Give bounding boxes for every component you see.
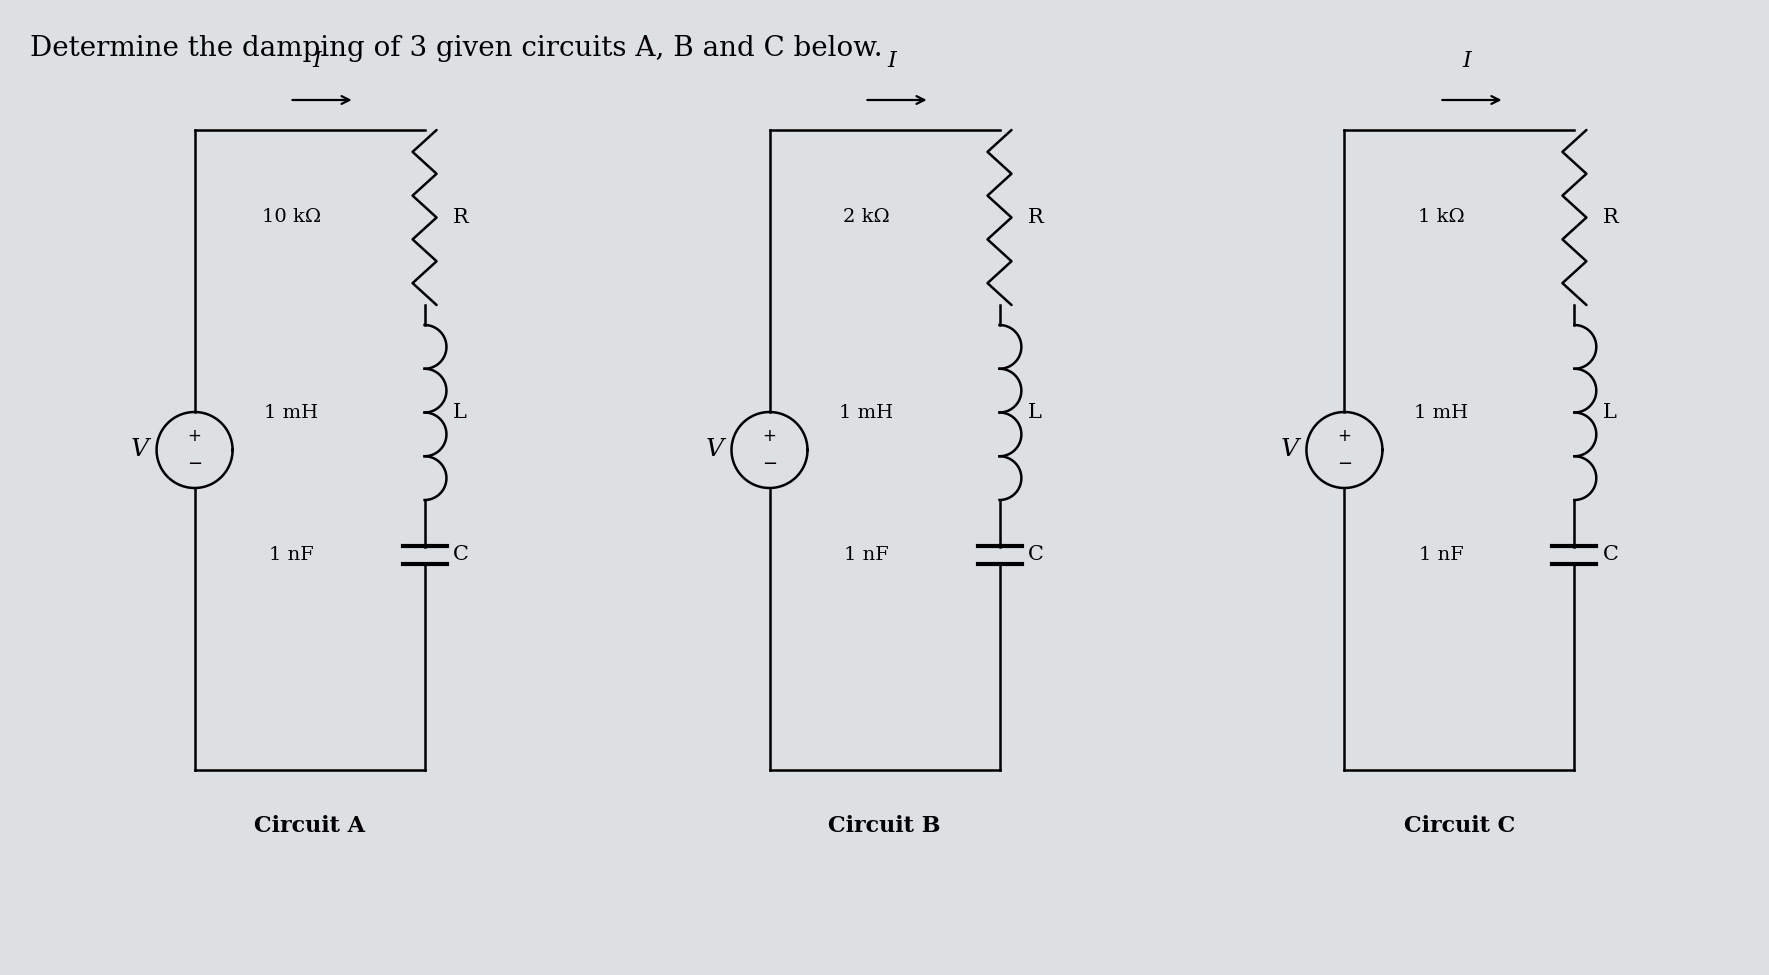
Text: V: V xyxy=(706,439,724,461)
Text: R: R xyxy=(1028,208,1044,227)
Text: +: + xyxy=(188,426,202,445)
Text: L: L xyxy=(1028,403,1042,422)
Text: 1 mH: 1 mH xyxy=(1413,404,1468,421)
Text: L: L xyxy=(453,403,467,422)
Text: +: + xyxy=(1337,426,1352,445)
Text: −: − xyxy=(1337,455,1352,474)
Text: I: I xyxy=(888,50,897,72)
Text: V: V xyxy=(1281,439,1298,461)
Text: −: − xyxy=(188,455,202,474)
Text: Circuit B: Circuit B xyxy=(828,815,941,837)
Text: Circuit C: Circuit C xyxy=(1405,815,1514,837)
Text: −: − xyxy=(762,455,777,474)
Text: 1 mH: 1 mH xyxy=(264,404,318,421)
Text: Circuit A: Circuit A xyxy=(255,815,364,837)
Text: L: L xyxy=(1603,403,1617,422)
Text: I: I xyxy=(1463,50,1472,72)
Text: 1 mH: 1 mH xyxy=(839,404,893,421)
Text: 1 nF: 1 nF xyxy=(269,546,313,564)
Text: Determine the damping of 3 given circuits A, B and C below.: Determine the damping of 3 given circuit… xyxy=(30,35,883,62)
Text: I: I xyxy=(313,50,322,72)
Text: C: C xyxy=(453,545,469,565)
Text: V: V xyxy=(131,439,149,461)
Text: 2 kΩ: 2 kΩ xyxy=(842,209,890,226)
Text: C: C xyxy=(1028,545,1044,565)
Text: R: R xyxy=(453,208,469,227)
Text: R: R xyxy=(1603,208,1619,227)
Text: +: + xyxy=(762,426,777,445)
Text: 1 nF: 1 nF xyxy=(844,546,888,564)
Text: 1 nF: 1 nF xyxy=(1419,546,1463,564)
Text: 1 kΩ: 1 kΩ xyxy=(1417,209,1465,226)
Text: 10 kΩ: 10 kΩ xyxy=(262,209,320,226)
Text: C: C xyxy=(1603,545,1619,565)
